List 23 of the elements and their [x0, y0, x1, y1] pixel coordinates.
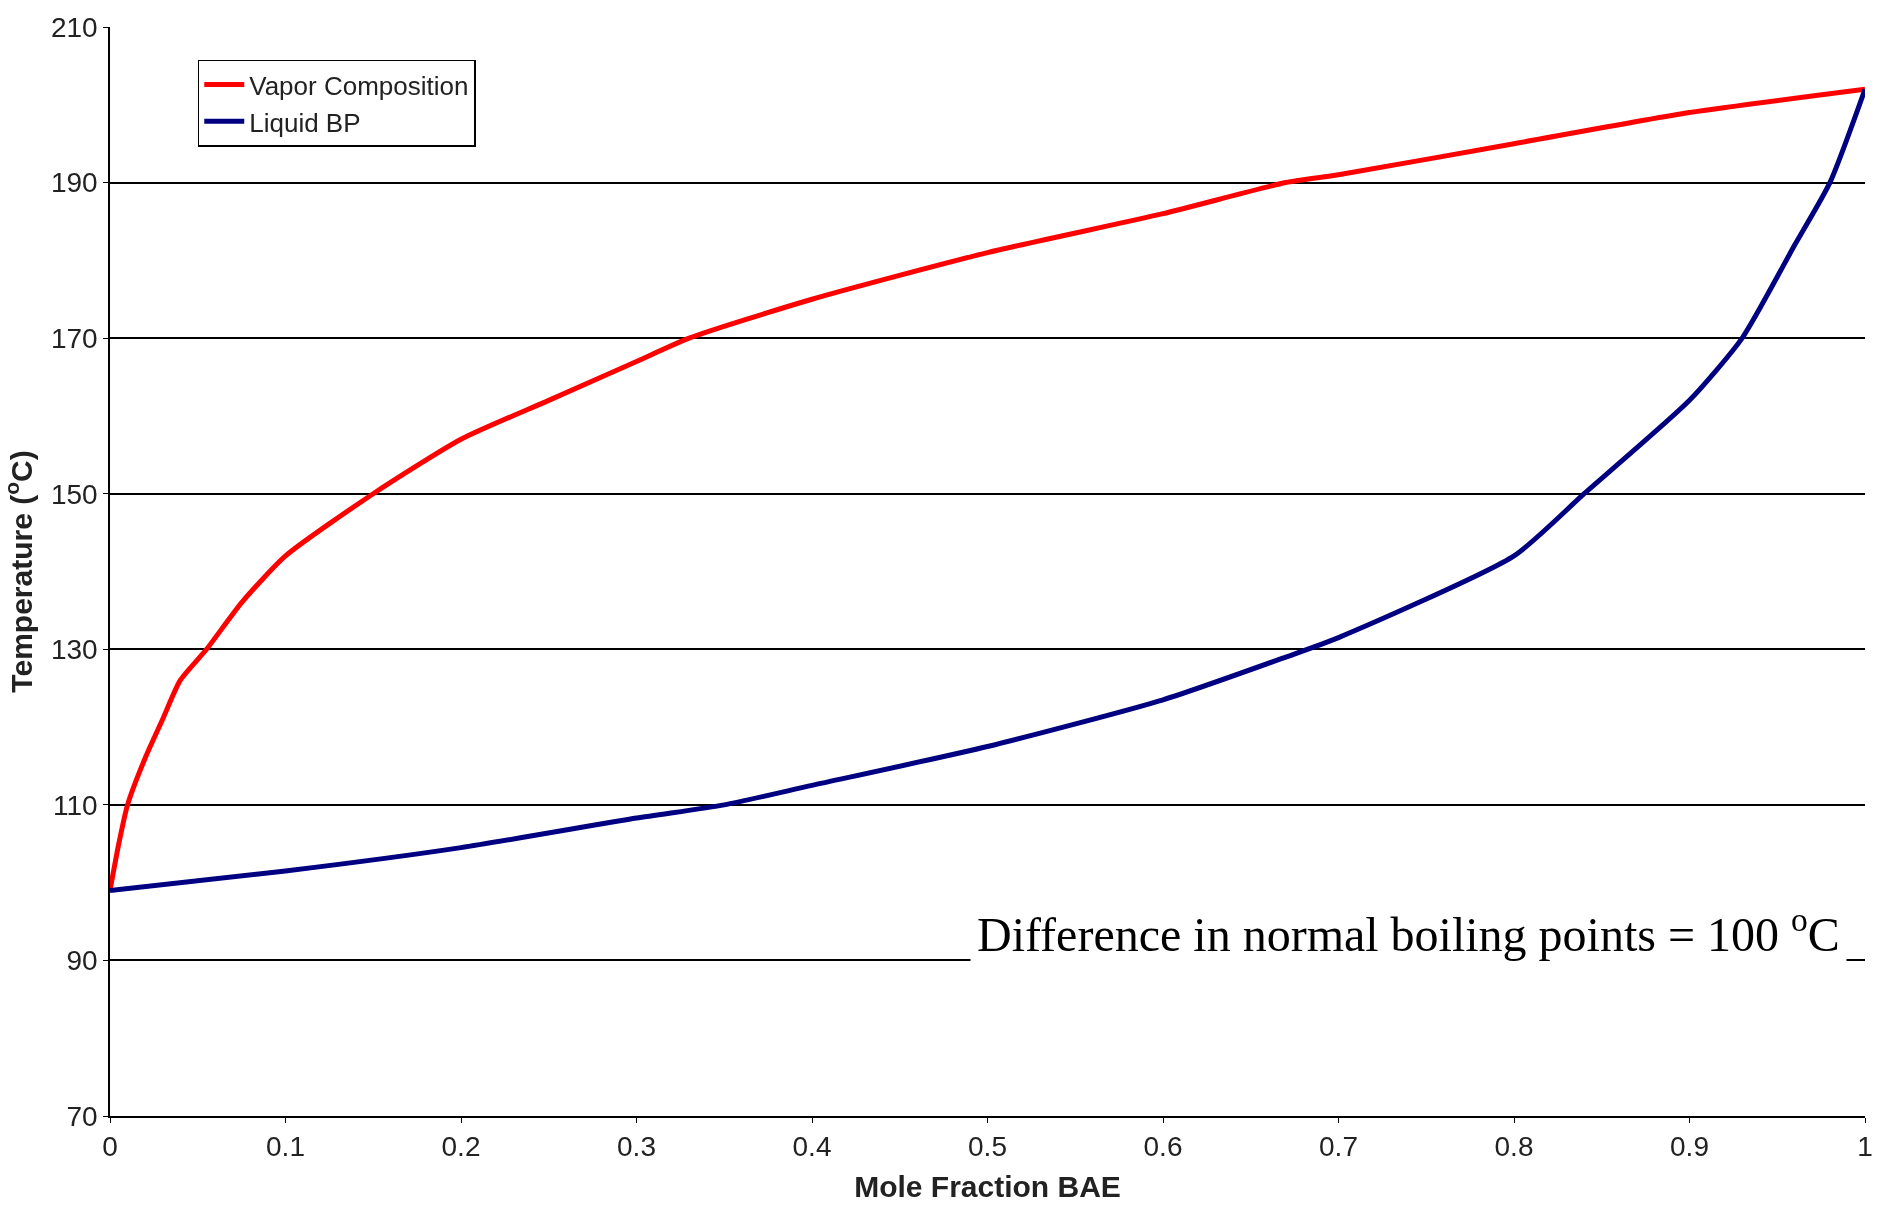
y-tick-label: 70	[66, 1100, 98, 1132]
x-axis-title: Mole Fraction BAE	[854, 1170, 1121, 1204]
x-tick-label: 0.1	[266, 1131, 305, 1163]
x-tick-label: 1	[1857, 1131, 1873, 1163]
y-tick-label: 210	[50, 11, 98, 43]
x-tick-label: 0.6	[1143, 1131, 1183, 1163]
x-tick-label: 0.5	[968, 1131, 1007, 1163]
legend-label: Liquid BP	[249, 107, 361, 138]
x-tick-label: 0.2	[441, 1131, 481, 1163]
y-tick-label: 110	[53, 789, 98, 821]
x-tick-label: 0.8	[1494, 1131, 1534, 1163]
y-tick-label: 190	[50, 167, 98, 199]
x-tick-label: 0	[102, 1131, 118, 1163]
y-tick-label: 130	[50, 634, 98, 666]
y-tick-label: 90	[66, 945, 98, 977]
x-tick-label: 0.9	[1670, 1131, 1709, 1163]
y-tick-label: 150	[50, 478, 98, 510]
annotation: Difference in normal boiling points = 100 $^{o}$C	[977, 901, 1840, 962]
y-tick-label: 170	[50, 322, 98, 354]
x-tick-label: 0.7	[1319, 1131, 1358, 1163]
x-tick-label: 0.4	[792, 1131, 832, 1163]
legend-label: Vapor Composition	[249, 70, 469, 101]
x-tick-label: 0.3	[617, 1131, 656, 1163]
